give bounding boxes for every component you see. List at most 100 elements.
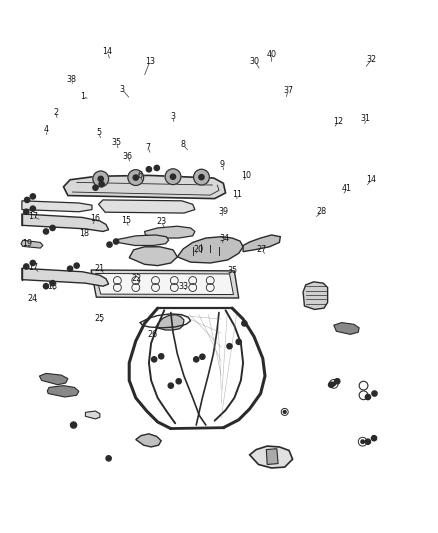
- Polygon shape: [266, 449, 278, 464]
- Text: 3: 3: [170, 112, 176, 121]
- Circle shape: [30, 194, 35, 199]
- Circle shape: [128, 169, 144, 185]
- Circle shape: [372, 391, 377, 396]
- Polygon shape: [95, 273, 233, 295]
- Circle shape: [236, 339, 241, 344]
- Text: 24: 24: [28, 294, 38, 303]
- Text: 35: 35: [111, 139, 121, 148]
- Text: 28: 28: [317, 207, 327, 216]
- Text: 40: 40: [267, 50, 276, 59]
- Text: 31: 31: [361, 114, 371, 123]
- Polygon shape: [117, 235, 169, 246]
- Circle shape: [67, 266, 73, 271]
- Circle shape: [335, 378, 340, 384]
- Circle shape: [170, 174, 176, 179]
- Text: 13: 13: [145, 57, 155, 66]
- Circle shape: [93, 185, 98, 190]
- Text: 32: 32: [366, 55, 377, 64]
- Text: 8: 8: [180, 140, 186, 149]
- Circle shape: [43, 284, 49, 289]
- Circle shape: [358, 437, 367, 446]
- Circle shape: [154, 165, 159, 171]
- Text: 16: 16: [91, 214, 100, 223]
- Text: 15: 15: [121, 216, 131, 225]
- Circle shape: [200, 354, 205, 359]
- Text: 25: 25: [95, 314, 105, 322]
- Polygon shape: [99, 200, 195, 213]
- Text: 18: 18: [79, 229, 89, 238]
- Circle shape: [98, 176, 103, 182]
- Text: 14: 14: [102, 47, 112, 56]
- Text: 21: 21: [95, 264, 105, 273]
- Text: 7: 7: [145, 143, 151, 152]
- Text: 37: 37: [283, 86, 293, 95]
- Circle shape: [30, 260, 35, 265]
- Circle shape: [50, 280, 55, 286]
- Circle shape: [24, 209, 29, 214]
- Circle shape: [281, 408, 288, 415]
- Circle shape: [361, 440, 364, 443]
- Text: 38: 38: [66, 75, 76, 84]
- Polygon shape: [243, 235, 280, 252]
- Circle shape: [146, 167, 152, 172]
- Polygon shape: [85, 411, 100, 419]
- Polygon shape: [39, 374, 68, 385]
- Circle shape: [332, 382, 336, 386]
- Circle shape: [30, 206, 35, 211]
- Circle shape: [227, 344, 232, 349]
- Circle shape: [74, 263, 79, 268]
- Polygon shape: [136, 434, 161, 447]
- Text: 33: 33: [178, 282, 188, 290]
- Circle shape: [133, 175, 138, 180]
- Polygon shape: [47, 386, 79, 397]
- Text: 36: 36: [123, 151, 133, 160]
- Circle shape: [199, 174, 204, 180]
- Text: 4: 4: [43, 125, 49, 134]
- Text: 23: 23: [156, 217, 166, 227]
- Text: 30: 30: [250, 57, 260, 66]
- Text: 3: 3: [119, 85, 124, 94]
- Circle shape: [168, 383, 173, 388]
- Circle shape: [283, 410, 286, 413]
- Circle shape: [71, 422, 77, 428]
- Text: 12: 12: [333, 117, 343, 126]
- Circle shape: [93, 171, 109, 187]
- Polygon shape: [91, 270, 239, 298]
- Circle shape: [328, 382, 334, 387]
- Text: 18: 18: [47, 282, 57, 290]
- Text: 2: 2: [53, 108, 59, 117]
- Text: 11: 11: [233, 190, 242, 199]
- Circle shape: [25, 197, 30, 203]
- Circle shape: [50, 225, 55, 231]
- Text: 19: 19: [22, 239, 32, 248]
- Polygon shape: [129, 247, 177, 265]
- Circle shape: [159, 354, 164, 359]
- Text: 17: 17: [28, 212, 38, 221]
- Text: 26: 26: [147, 330, 158, 339]
- Text: 17: 17: [28, 263, 38, 272]
- Polygon shape: [334, 322, 359, 334]
- Text: 10: 10: [241, 171, 251, 180]
- Circle shape: [152, 357, 157, 362]
- Polygon shape: [177, 237, 243, 263]
- Circle shape: [365, 394, 371, 400]
- Polygon shape: [22, 214, 109, 231]
- Text: 6: 6: [138, 171, 143, 180]
- Text: 35: 35: [227, 265, 237, 274]
- Polygon shape: [64, 175, 226, 199]
- Polygon shape: [303, 282, 328, 310]
- Circle shape: [371, 435, 377, 441]
- Polygon shape: [145, 226, 195, 238]
- Text: 20: 20: [193, 245, 203, 254]
- Text: 22: 22: [131, 274, 142, 283]
- Circle shape: [43, 229, 49, 234]
- Circle shape: [99, 182, 104, 187]
- Text: 5: 5: [96, 128, 101, 138]
- Circle shape: [194, 357, 199, 362]
- Circle shape: [176, 378, 181, 384]
- Circle shape: [24, 264, 29, 269]
- Text: 39: 39: [218, 207, 229, 216]
- Polygon shape: [250, 446, 293, 468]
- Circle shape: [365, 439, 371, 445]
- Circle shape: [329, 379, 338, 388]
